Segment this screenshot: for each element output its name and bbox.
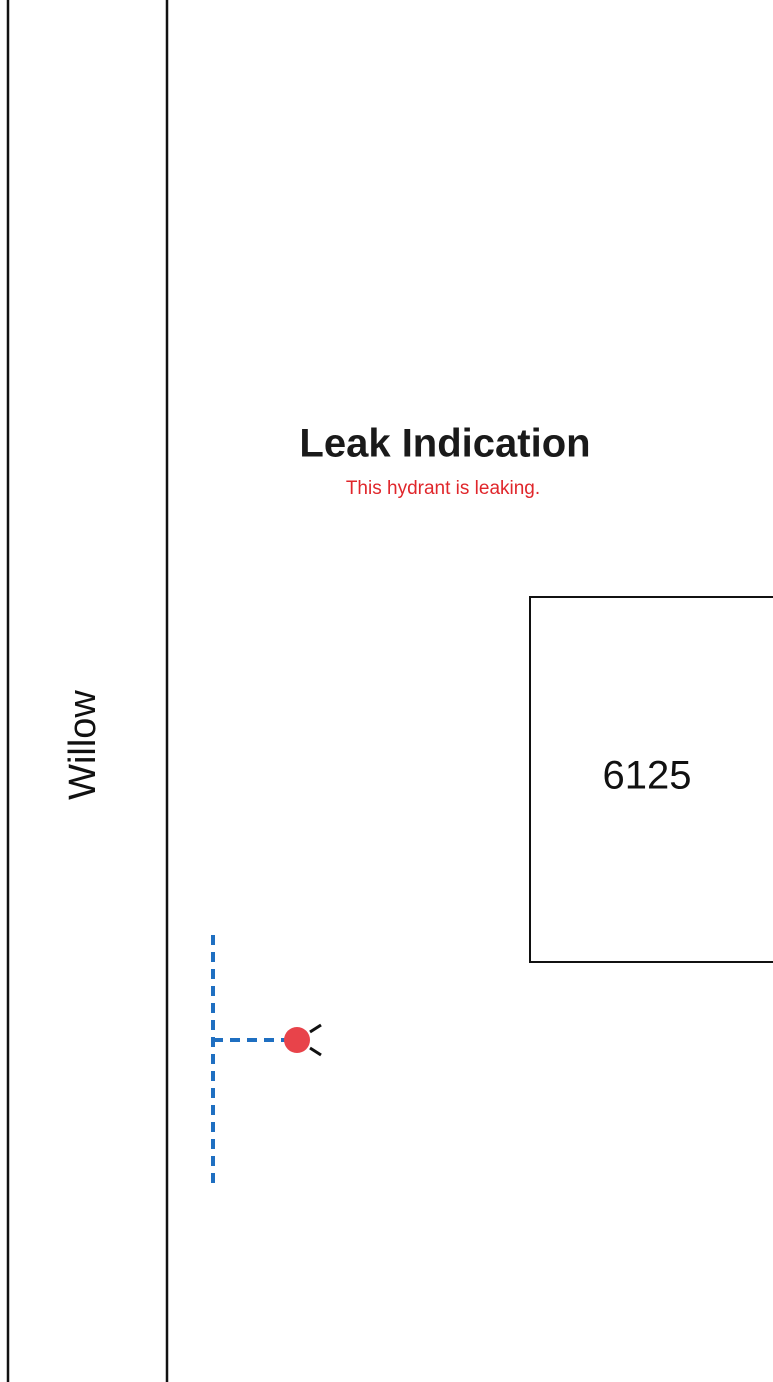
- street-name: Willow: [62, 690, 104, 800]
- building-number: 6125: [603, 754, 692, 798]
- alert-title: Leak Indication: [299, 422, 590, 466]
- hydrant[interactable]: [284, 1027, 310, 1053]
- hydrant-nozzle: [309, 1023, 322, 1034]
- building: [529, 596, 773, 963]
- alert-message: This hydrant is leaking.: [346, 478, 540, 499]
- hydrant-nozzle: [309, 1046, 322, 1057]
